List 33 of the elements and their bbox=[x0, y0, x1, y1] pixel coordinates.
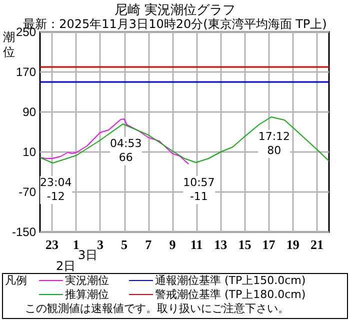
y-tick-label: 170 bbox=[16, 65, 36, 79]
text: 2日 bbox=[56, 259, 76, 273]
text: 3日 bbox=[78, 248, 98, 262]
y-tick-label: -150 bbox=[12, 225, 36, 239]
line-series bbox=[40, 118, 190, 164]
legend-label: 実況潮位 bbox=[64, 274, 109, 288]
legend-label: 警戒潮位基準 (TP上180.0cm) bbox=[154, 288, 306, 302]
x-tick-label: 17 bbox=[262, 237, 276, 252]
legend-label: 推算潮位 bbox=[64, 288, 109, 302]
x-tick-label: 7 bbox=[145, 237, 152, 252]
chart-title: 尼崎 実況潮位グラフ bbox=[113, 2, 236, 18]
x-tick-label: 5 bbox=[121, 237, 128, 252]
x-tick-label: 11 bbox=[190, 237, 203, 252]
x-tick-label: 1 bbox=[72, 237, 80, 252]
y-tick-label: -70 bbox=[18, 185, 36, 199]
y-tick-label: 10 bbox=[22, 145, 36, 159]
x-tick-label: 13 bbox=[214, 237, 228, 252]
text: この観測値は速報値です。取り扱いにご注意下さい。 bbox=[24, 302, 290, 316]
legend-label: 通報潮位基準 (TP上150.0cm) bbox=[154, 274, 306, 288]
annotation: 10:57 -11 bbox=[183, 176, 215, 204]
y-axis-title: 潮位 bbox=[3, 30, 16, 60]
legend-title: 凡例 bbox=[5, 274, 27, 288]
x-tick-label: 9 bbox=[169, 237, 176, 252]
x-tick-label: 23 bbox=[46, 237, 60, 252]
x-tick-label: 21 bbox=[310, 237, 324, 252]
annotation: 04:53 66 bbox=[110, 137, 142, 165]
x-tick-label: 3 bbox=[96, 237, 104, 252]
annotation: 17:12 80 bbox=[258, 130, 290, 158]
x-tick-label: 15 bbox=[238, 237, 252, 252]
x-tick-label: 19 bbox=[286, 237, 300, 252]
line-series bbox=[40, 116, 330, 164]
annotation: 23:04 -12 bbox=[40, 176, 72, 204]
y-tick-label: 90 bbox=[22, 105, 36, 119]
